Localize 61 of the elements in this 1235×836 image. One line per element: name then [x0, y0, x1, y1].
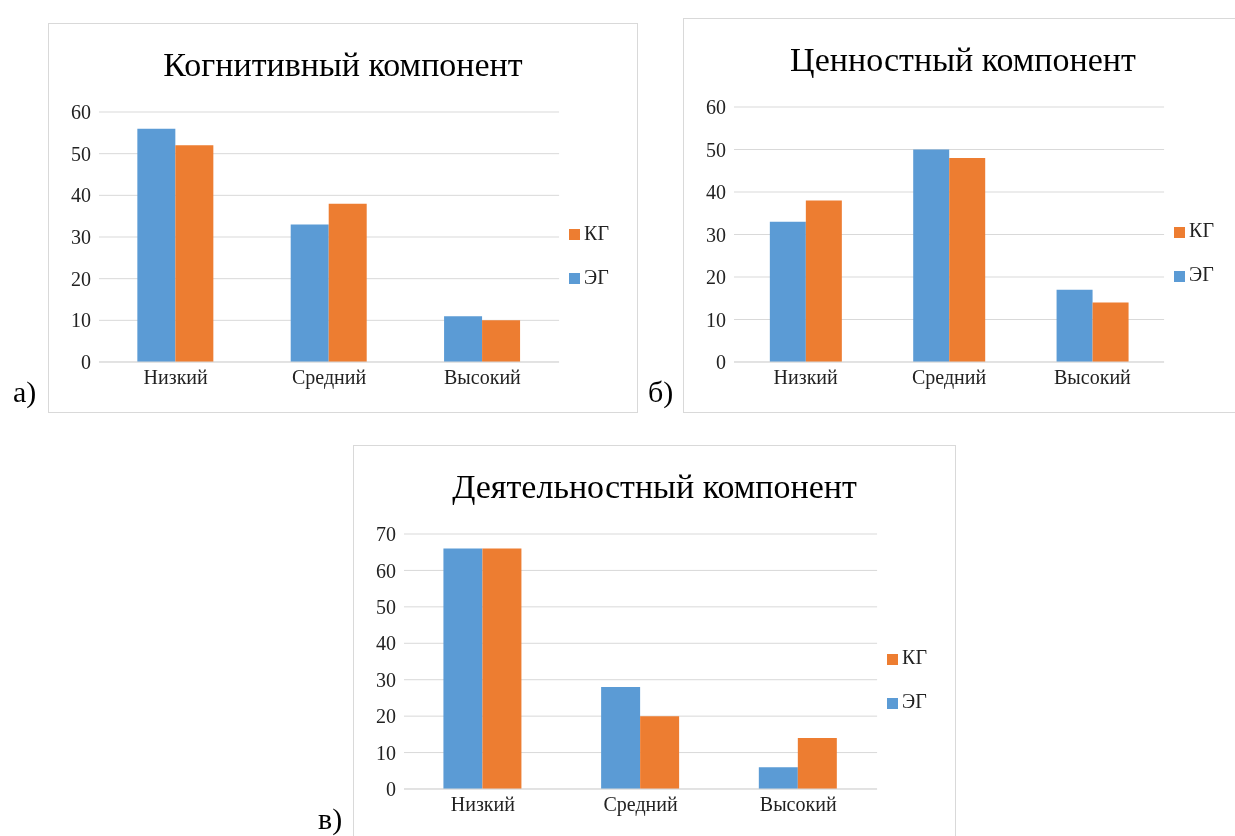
- bar: [797, 738, 837, 789]
- chart-title: Когнитивный компонент: [162, 46, 524, 84]
- y-tick-label: 50: [706, 138, 726, 161]
- y-tick-label: 60: [376, 559, 396, 582]
- legend-label: ЭГ: [1189, 263, 1214, 285]
- y-tick-label: 60: [706, 96, 726, 119]
- bar: [949, 158, 986, 362]
- y-tick-label: 30: [706, 223, 726, 246]
- bar: [328, 203, 367, 362]
- x-tick-label: Низкий: [773, 366, 839, 389]
- legend-label: КГ: [1189, 219, 1214, 241]
- y-tick-label: 60: [71, 101, 91, 124]
- x-tick-label: Средний: [603, 793, 678, 817]
- y-tick-label: 20: [706, 266, 726, 289]
- y-tick-label: 10: [71, 309, 91, 332]
- x-tick-label: Низкий: [450, 793, 516, 816]
- bar: [913, 149, 950, 362]
- legend-label: КГ: [584, 221, 609, 244]
- bar: [290, 224, 329, 362]
- legend-label: ЭГ: [902, 690, 927, 712]
- y-tick-label: 50: [376, 595, 396, 618]
- y-tick-label: 50: [71, 142, 91, 165]
- x-tick-label: Высокий: [1054, 366, 1132, 389]
- x-tick-label: Средний: [291, 366, 367, 390]
- bar: [482, 548, 522, 789]
- y-tick-label: 10: [376, 741, 396, 764]
- y-tick-label: 30: [376, 668, 396, 691]
- bar: [443, 548, 483, 789]
- text: в): [318, 802, 343, 836]
- chart-title: Деятельностный компонент: [451, 468, 858, 506]
- y-tick-label: 20: [376, 705, 396, 728]
- x-tick-label: Средний: [911, 366, 987, 390]
- y-tick-label: 30: [71, 226, 91, 249]
- x-tick-label: Низкий: [143, 366, 209, 389]
- x-tick-label: Высокий: [444, 366, 522, 389]
- bar: [175, 145, 214, 362]
- y-tick-label: 40: [376, 632, 396, 655]
- y-tick-label: 0: [716, 351, 726, 374]
- bar: [640, 716, 680, 789]
- y-tick-label: 10: [706, 308, 726, 331]
- x-tick-label: Высокий: [759, 793, 837, 816]
- bar: [137, 128, 176, 362]
- chart-title: Ценностный компонент: [789, 41, 1137, 79]
- legend-label: КГ: [902, 646, 927, 668]
- y-tick-label: 20: [71, 267, 91, 290]
- bar: [1056, 289, 1093, 362]
- y-tick-label: 40: [706, 181, 726, 204]
- y-tick-label: 0: [386, 778, 396, 801]
- legend-label: ЭГ: [584, 265, 609, 288]
- bar: [482, 320, 521, 362]
- y-tick-label: 0: [81, 351, 91, 374]
- bar: [769, 221, 806, 362]
- text: б): [648, 375, 674, 409]
- y-tick-label: 40: [71, 184, 91, 207]
- bar: [601, 687, 641, 789]
- bar: [758, 767, 798, 789]
- text: а): [13, 375, 37, 409]
- bar: [805, 200, 842, 362]
- bar: [444, 316, 483, 362]
- y-tick-label: 70: [376, 523, 396, 546]
- bar: [1092, 302, 1129, 362]
